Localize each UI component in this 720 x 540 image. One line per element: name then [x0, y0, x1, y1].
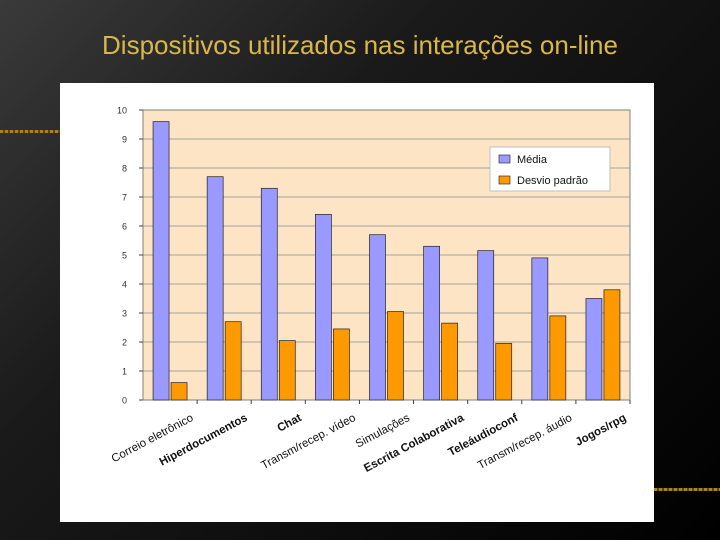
y-tick-label: 4 [122, 280, 127, 290]
bar-media-6 [423, 245, 440, 401]
bar-media-9 [585, 298, 603, 401]
bar-desvio-5 [387, 311, 404, 401]
y-tick-label: 3 [122, 309, 127, 319]
y-tick-label: 6 [122, 222, 127, 232]
legend-swatch-desvio [498, 175, 511, 185]
bar-desvio-7 [495, 343, 513, 401]
decorative-line-right [654, 488, 720, 491]
bar-media-1 [152, 121, 170, 401]
bar-desvio-2 [224, 321, 242, 401]
y-tick-label: 2 [122, 338, 127, 348]
y-tick-label: 5 [122, 251, 127, 261]
x-category-label: Transm/recep. áudio [476, 412, 574, 472]
y-tick-label: 7 [122, 193, 127, 203]
y-tick-label: 10 [117, 106, 127, 116]
bar-desvio-8 [549, 315, 567, 401]
legend-swatch-media [498, 154, 511, 164]
bar-desvio-3 [278, 340, 296, 401]
slide-title: Dispositivos utilizados nas interações o… [102, 30, 618, 60]
bar-desvio-6 [441, 322, 458, 401]
bar-media-7 [477, 250, 495, 401]
legend-label-desvio: Desvio padrão [517, 175, 588, 187]
bar-media-5 [369, 234, 386, 401]
x-category-label: Jogos/rpg [574, 412, 629, 449]
bar-media-3 [260, 187, 278, 401]
y-tick-label: 0 [122, 396, 127, 406]
bar-desvio-9 [603, 289, 621, 401]
x-category-label: Transm/recep. vídeo [259, 412, 357, 472]
bar-media-4 [315, 214, 332, 401]
x-category-label: Hiperdocumentos [158, 412, 250, 468]
decorative-line-left [0, 130, 60, 133]
y-tick-label: 8 [122, 164, 127, 174]
bar-desvio-1 [170, 382, 188, 401]
y-tick-label: 1 [122, 367, 127, 377]
x-category-label: Escrita Colaborativa [362, 412, 466, 475]
y-tick-label: 9 [122, 135, 127, 145]
chart-panel: 0 1 2 3 4 5 6 7 8 9 10 Correio eletrônico Hiperdocum… [60, 83, 654, 522]
bar-desvio-4 [333, 328, 350, 401]
bar-media-8 [531, 257, 549, 401]
x-category-label: Chat [275, 412, 303, 435]
legend-label-media: Média [517, 154, 548, 166]
bar-media-2 [206, 176, 224, 401]
